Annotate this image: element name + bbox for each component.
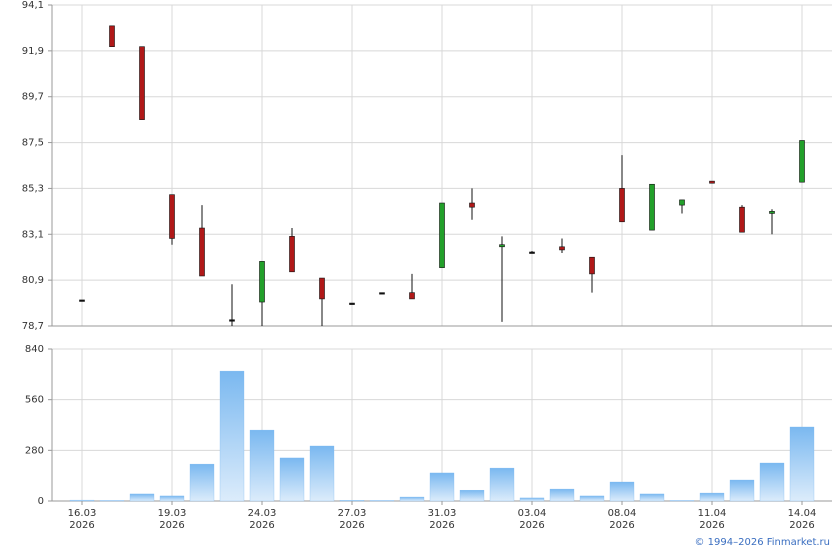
volume-bar: [189, 463, 215, 502]
volume-bar: [369, 500, 395, 502]
x-tick-label: 14.04: [788, 508, 817, 519]
volume-bar: [699, 492, 725, 502]
candle-body: [199, 227, 205, 277]
volume-bar: [789, 426, 815, 502]
volume-bar: [399, 496, 425, 502]
volume-bar: [669, 500, 695, 502]
x-tick-label: 16.03: [68, 508, 97, 519]
y-tick-label: 560: [25, 395, 44, 406]
candle-body: [109, 25, 115, 47]
volume-bar: [579, 495, 605, 502]
x-tick-year: 2026: [609, 520, 634, 531]
volume-bar: [309, 445, 335, 502]
volume-bar: [459, 489, 485, 502]
candle-body: [619, 188, 625, 223]
credit: © 1994–2026 Finmarket.ru: [694, 537, 830, 548]
volume-bar: [99, 500, 125, 502]
candle-body: [409, 292, 415, 300]
x-tick-label: 08.04: [608, 508, 637, 519]
candle-body: [469, 202, 475, 208]
y-tick-label: 80,9: [22, 275, 44, 286]
volume-bar: [729, 479, 755, 502]
y-tick-label: 87,5: [22, 138, 44, 149]
y-tick-label: 0: [38, 496, 44, 507]
volume-bar: [249, 429, 275, 502]
volume-bar: [639, 493, 665, 502]
x-tick-label: 27.03: [338, 508, 367, 519]
volume-bar: [159, 495, 185, 502]
y-tick-label: 94,1: [22, 0, 44, 11]
volume-bar: [429, 472, 455, 502]
y-tick-label: 85,3: [22, 183, 44, 194]
x-tick-year: 2026: [159, 520, 184, 531]
y-tick-label: 89,7: [22, 92, 44, 103]
x-tick-label: 11.04: [698, 508, 727, 519]
candle-body: [709, 180, 715, 184]
x-tick-label: 31.03: [428, 508, 457, 519]
candle-body: [679, 199, 685, 206]
volume-bar: [129, 493, 155, 502]
candle-body: [649, 183, 655, 231]
volume-bar: [759, 462, 785, 502]
candle-body: [319, 277, 325, 300]
candle-body: [589, 256, 595, 275]
candle-body: [259, 261, 265, 303]
candle-body: [229, 319, 235, 322]
candle-body: [529, 251, 535, 254]
x-tick-label: 19.03: [158, 508, 187, 519]
x-tick-year: 2026: [429, 520, 454, 531]
x-tick-label: 24.03: [248, 508, 277, 519]
candle-body: [79, 299, 85, 302]
x-tick-label: 03.04: [518, 508, 547, 519]
candle-body: [439, 202, 445, 268]
candle-body: [769, 211, 775, 214]
candle-body: [499, 244, 505, 248]
y-tick-label: 83,1: [22, 229, 44, 240]
x-tick-year: 2026: [69, 520, 94, 531]
x-tick-year: 2026: [699, 520, 724, 531]
candle-body: [289, 236, 295, 273]
candle-body: [139, 46, 145, 120]
candle-body: [799, 140, 805, 183]
volume-bar: [519, 497, 545, 502]
volume-bar: [219, 370, 245, 502]
candle-body: [559, 246, 565, 251]
x-tick-year: 2026: [249, 520, 274, 531]
volume-bar: [489, 467, 515, 502]
candle-body: [169, 194, 175, 239]
y-tick-label: 78,7: [22, 321, 44, 332]
volume-bar: [69, 499, 95, 502]
x-tick-year: 2026: [789, 520, 814, 531]
candle-body: [379, 292, 385, 295]
volume-bar: [549, 488, 575, 502]
candle-body: [739, 206, 745, 233]
volume-bar: [339, 500, 365, 502]
volume-bar: [279, 457, 305, 502]
y-tick-label: 280: [25, 445, 44, 456]
x-tick-year: 2026: [339, 520, 364, 531]
candle-body: [349, 302, 355, 305]
y-tick-label: 840: [25, 344, 44, 355]
y-tick-label: 91,9: [22, 46, 44, 57]
volume-bar: [609, 481, 635, 502]
x-tick-year: 2026: [519, 520, 544, 531]
